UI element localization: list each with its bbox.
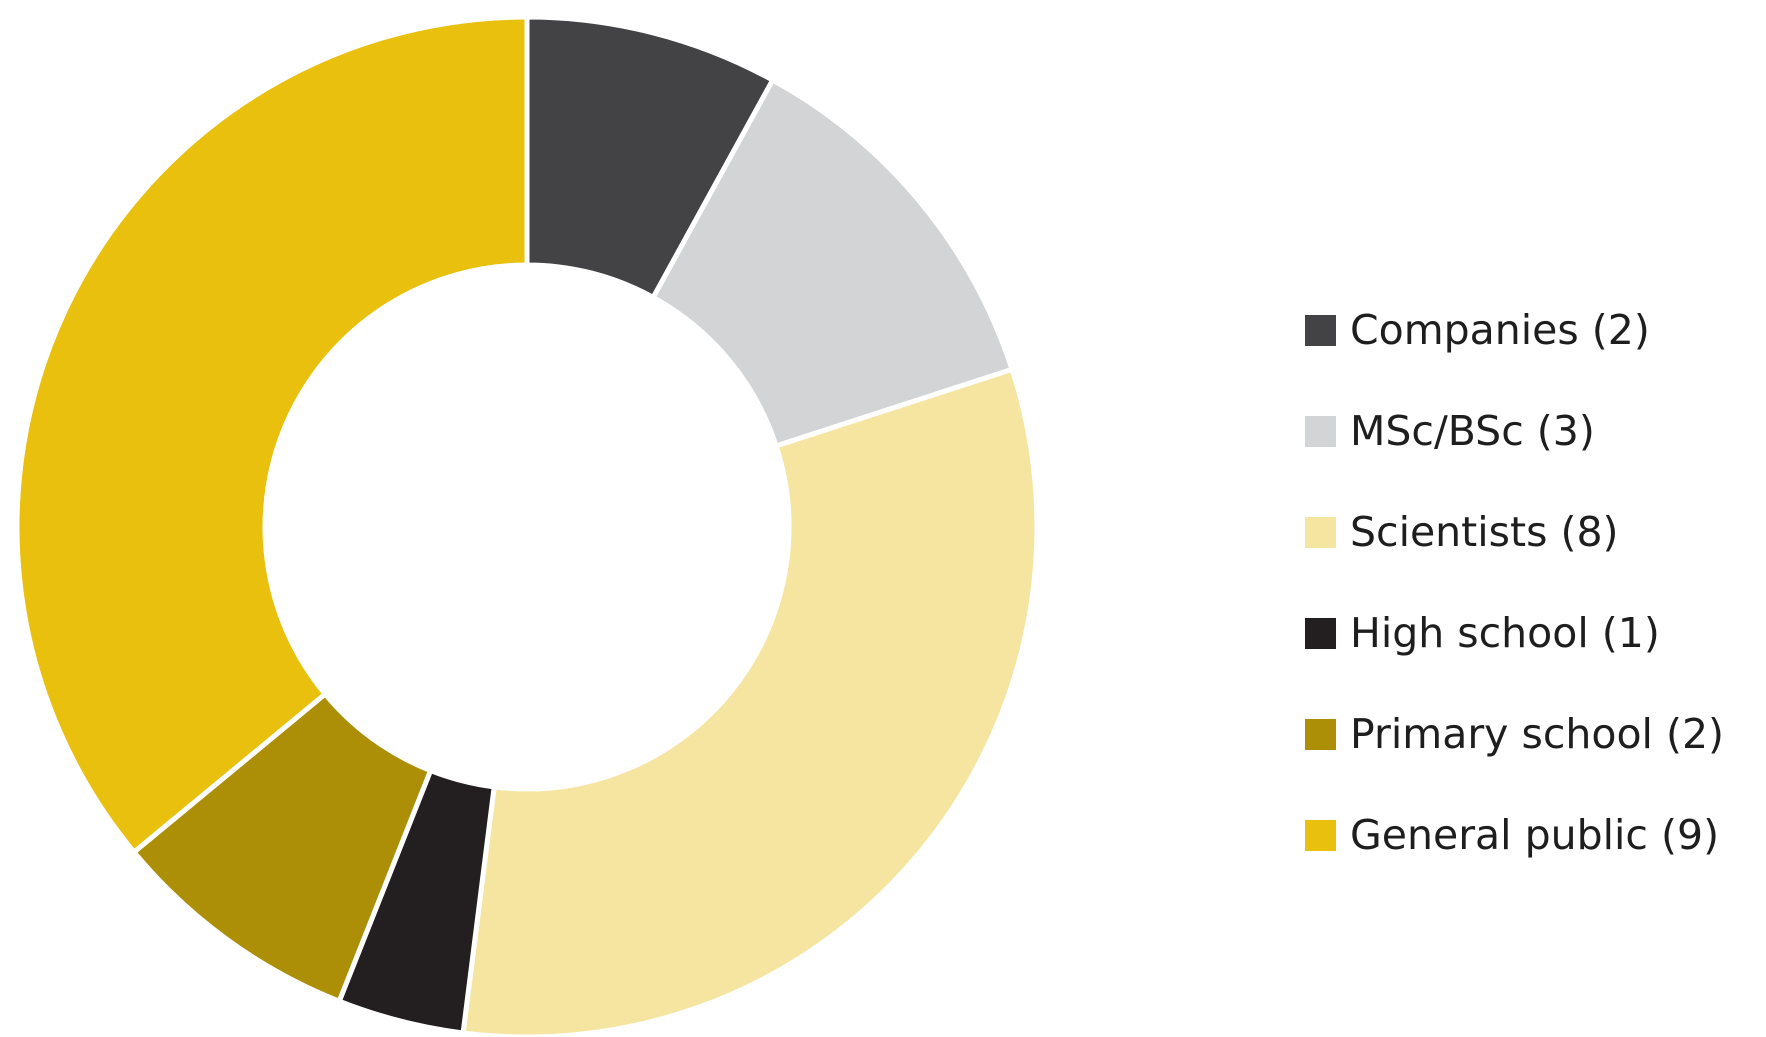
- legend-item: Scientists (8): [1305, 482, 1724, 583]
- legend-swatch: [1305, 315, 1336, 346]
- legend-swatch: [1305, 719, 1336, 750]
- legend-item: General public (9): [1305, 785, 1724, 886]
- legend-label: General public (9): [1350, 811, 1720, 859]
- legend-label: Primary school (2): [1350, 710, 1725, 758]
- legend-label: MSc/BSc (3): [1350, 407, 1595, 455]
- legend-label: Companies (2): [1350, 306, 1650, 354]
- legend-swatch: [1305, 517, 1336, 548]
- legend-swatch: [1305, 618, 1336, 649]
- slices-group: [14, 14, 1040, 1037]
- legend-label: Scientists (8): [1350, 508, 1619, 556]
- legend-label: High school (1): [1350, 609, 1660, 657]
- legend-swatch: [1305, 820, 1336, 851]
- legend-item: High school (1): [1305, 583, 1724, 684]
- legend-item: MSc/BSc (3): [1305, 381, 1724, 482]
- slice-msc-bsc-3: [649, 76, 1016, 450]
- legend-swatch: [1305, 416, 1336, 447]
- slice-general-public-9: [14, 14, 530, 856]
- legend-item: Primary school (2): [1305, 684, 1724, 785]
- legend: Companies (2) MSc/BSc (3) Scientists (8) Hi…: [1305, 280, 1724, 886]
- slice-scientists-8: [460, 366, 1040, 1037]
- legend-item: Companies (2): [1305, 280, 1724, 381]
